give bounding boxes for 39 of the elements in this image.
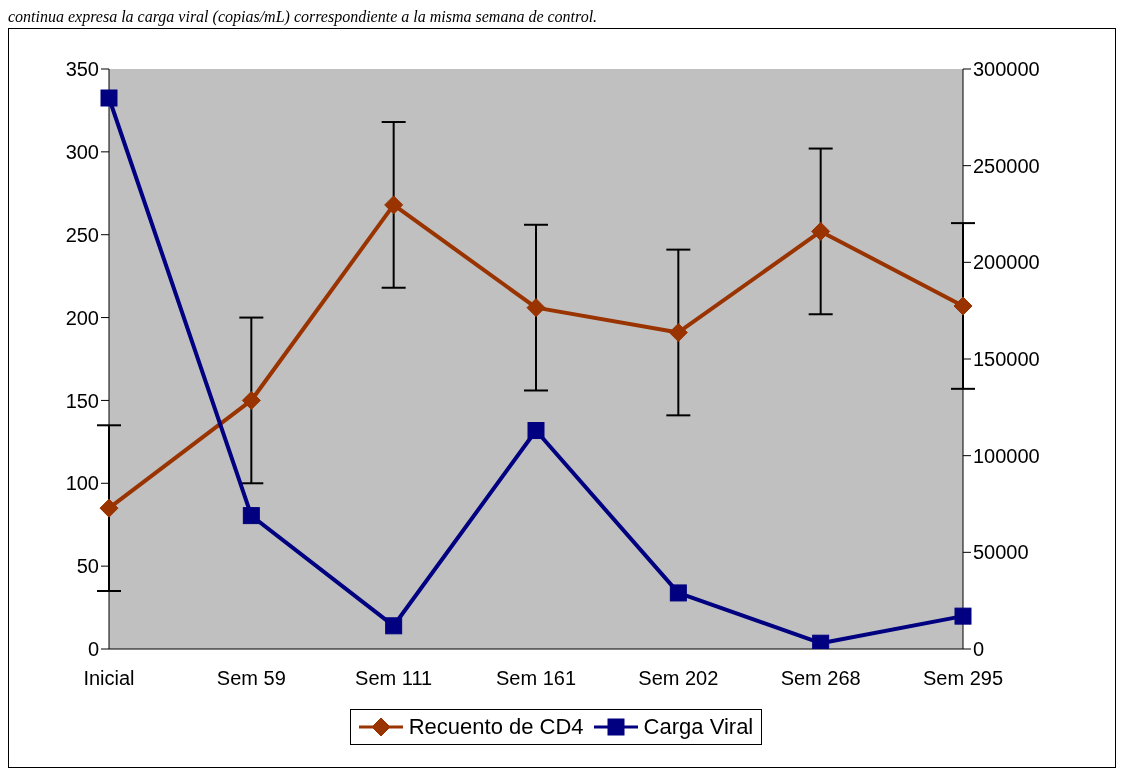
point <box>384 195 404 215</box>
point <box>668 322 688 342</box>
y2-tick-label: 100000 <box>973 444 1040 467</box>
y-tick-label: 0 <box>87 638 99 661</box>
point <box>812 634 830 649</box>
legend-label: Carga Viral <box>643 714 754 740</box>
x-tick-label: Sem 295 <box>922 667 1004 690</box>
y2-tick-label: 250000 <box>973 154 1040 177</box>
y2-tick-label: 300000 <box>973 58 1040 81</box>
y-tick-label: 300 <box>65 140 99 163</box>
y-tick-label: 100 <box>65 472 99 495</box>
x-tick-label: Sem 268 <box>780 667 861 690</box>
x-tick-label: Sem 202 <box>638 667 719 690</box>
y2-tick-label: 150000 <box>973 348 1040 371</box>
y2-tick-label: 50000 <box>973 541 1029 564</box>
y-tick-label: 150 <box>65 389 99 412</box>
y2-tick-label: 0 <box>973 638 985 661</box>
point <box>242 507 260 525</box>
point <box>669 584 687 602</box>
point <box>385 617 403 635</box>
point <box>100 89 118 107</box>
x-tick-label: Sem 59 <box>216 667 286 690</box>
point <box>811 221 831 241</box>
point <box>954 607 972 625</box>
point <box>241 390 261 410</box>
legend-label: Recuento de CD4 <box>408 714 584 740</box>
text: continua expresa la carga viral (copias/mL) correspondiente a la misma semana de control. <box>8 8 599 28</box>
y2-tick-label: 200000 <box>973 251 1040 274</box>
point <box>99 498 119 518</box>
point <box>527 422 545 440</box>
y-tick-label: 250 <box>65 223 99 246</box>
y-tick-label: 200 <box>65 306 99 329</box>
y-tick-label: 50 <box>76 555 99 578</box>
x-tick-label: Sem 111 <box>355 667 433 690</box>
point <box>526 298 546 318</box>
x-tick-label: Sem 161 <box>495 667 577 690</box>
point <box>953 296 973 316</box>
x-tick-label: Inicial <box>83 667 135 690</box>
y-tick-label: 350 <box>65 58 99 81</box>
